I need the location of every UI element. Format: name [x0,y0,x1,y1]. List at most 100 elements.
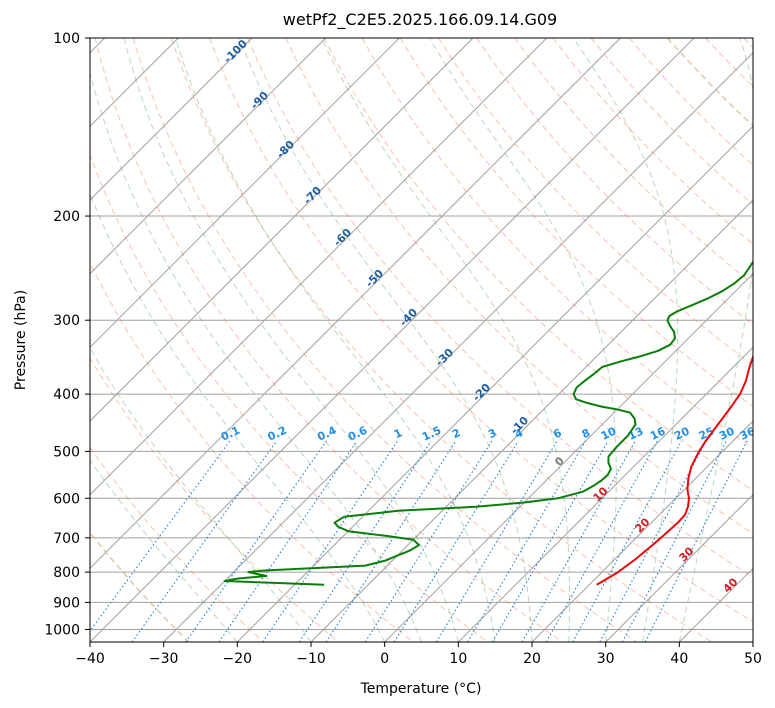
isotherm-line [457,346,753,642]
mixing-ratio-label: 30 [717,424,737,442]
line-labels: 0.1 0.2 0.4 0.6 1 1.5 2 3 4 6 8 10 13 16 20 25 30 36-100-… [219,37,758,596]
dry-adiabat-label: -50 [363,267,386,290]
isotherm-line [384,272,753,642]
isotherm-line [90,38,621,570]
moist-adiabat-line [573,38,679,642]
x-tick-label: −40 [75,651,105,667]
isotherm-line [90,38,400,349]
plot-frame [89,37,754,643]
mixing-ratio-line [393,440,519,642]
y-tick-label: 400 [53,387,80,403]
dry-adiabat-line [90,261,414,642]
mixing-ratio-label: 36 [738,424,758,442]
isotherm-line [605,493,753,642]
dry-adiabat-line [170,38,712,642]
mixing-ratio-line [185,440,327,642]
mixing-ratio-label: 1 [392,426,404,441]
x-tick-label: −30 [149,651,179,667]
axes: −40 −30 −20 −10 0 10 20 30 40 50 100 200 300 400 500 60… [44,31,762,667]
y-axis-label: Pressure (hPa) [13,290,29,390]
mixing-ratio-label: 20 [672,424,692,442]
mixing-ratio-label: 25 [697,425,716,443]
dry-adiabat-label: 20 [633,515,653,535]
mixing-ratio-line [364,440,493,642]
y-tick-label: 700 [53,531,80,547]
dry-adiabat-line [323,38,753,492]
y-tick-label: 1000 [44,622,80,638]
dry-adiabat-line [90,153,488,642]
x-axis-label: Temperature (°C) [360,681,482,697]
dry-adiabat-label: -70 [301,184,324,207]
isotherm-line [90,38,548,496]
x-tick-label: 20 [523,651,541,667]
mixing-ratio-label: 13 [626,425,645,443]
isotherm-line [90,38,695,642]
y-tick-label: 200 [53,209,80,225]
dry-adiabat-label: -80 [274,138,297,161]
dry-adiabat-line [743,38,753,49]
mixing-ratio-line [644,440,748,642]
mixing-ratio-label: 0.6 [346,424,369,444]
isotherm-line [90,38,474,422]
mixing-ratio-label: 16 [648,424,668,442]
dry-adiabat-line [285,38,753,535]
mixing-ratio-line [131,440,278,642]
dry-adiabat-line [132,38,638,642]
x-tick-label: 30 [597,651,615,667]
mixing-ratio-line [491,440,609,642]
mixing-ratio-line [467,440,586,642]
x-tick-label: 50 [744,651,762,667]
mixing-ratio-label: 10 [599,424,619,442]
mixing-ratio-line [621,440,727,642]
dry-adiabat-line [94,38,563,642]
y-tick-label: 800 [53,565,80,581]
dry-adiabat-label: 40 [721,575,741,595]
mixing-ratio-label: 1.5 [420,424,443,444]
isotherm-line [236,125,753,642]
dry-adiabat-label: 10 [591,484,611,504]
mixing-ratio-label: 2 [450,426,462,441]
dry-adiabat-line [705,38,753,88]
dry-adiabat-line [209,38,753,623]
x-tick-label: 0 [380,651,389,667]
x-tick-label: −20 [223,651,253,667]
dry-adiabat-line [437,38,753,366]
moist-adiabat-line [429,38,617,642]
y-tick-label: 500 [53,444,80,460]
moist-adiabat-line [90,192,386,642]
mixing-ratio-line [435,440,558,642]
mixing-ratio-label: 0.4 [315,424,338,444]
moist-adiabat-line [123,38,459,642]
temperature-profile [596,353,753,586]
dry-adiabat-label: -30 [433,346,456,369]
mixing-ratio-line [218,440,358,642]
dry-adiabat-label: -20 [470,381,493,404]
isotherm-line [310,199,753,642]
moist-adiabat-line [90,347,312,642]
x-tick-label: 40 [670,651,688,667]
isotherm-line [163,51,753,642]
dry-adiabat-label: -90 [248,89,271,112]
moist-adiabat-line [678,38,753,642]
mixing-ratio-label: 8 [580,426,592,441]
profiles [223,260,753,586]
moist-adiabat-line [90,459,238,642]
moist-adiabat-line [238,38,533,642]
moist-adiabat-line [90,70,422,642]
moist-adiabat-line [174,38,496,642]
dry-adiabat-line [247,38,753,578]
isotherm-line [90,38,327,275]
dewpoint-profile [223,260,753,586]
x-tick-label: −10 [296,651,326,667]
y-tick-label: 900 [53,595,80,611]
dry-adiabat-label: -60 [331,226,354,249]
mixing-ratio-line [599,440,707,642]
dry-adiabat-line [552,38,753,245]
mixing-ratio-line [262,440,399,642]
dry-adiabat-label: -100 [221,37,250,66]
mixing-ratio-line [90,440,231,632]
mixing-ratio-line [521,440,636,642]
isotherm-line [752,641,753,642]
isotherm-line [531,420,753,642]
